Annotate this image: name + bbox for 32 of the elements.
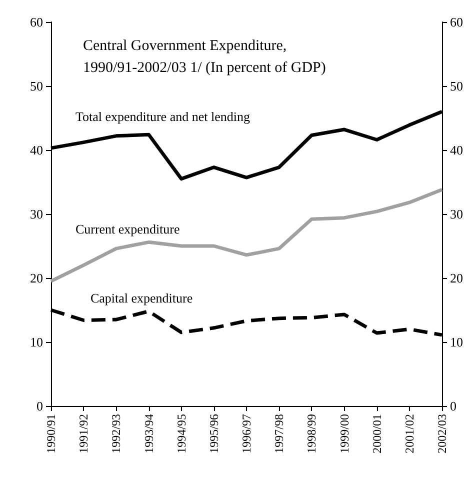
y-tick-label: 0	[36, 398, 43, 414]
x-tick-label: 1994/95	[174, 414, 188, 454]
series-label: Capital expenditure	[90, 290, 193, 306]
x-tick-label: 2002/03	[435, 414, 449, 454]
x-tick-label: 2001/02	[402, 414, 416, 454]
y-tick-label: 20	[30, 270, 43, 286]
y-tick-label: 60	[30, 14, 43, 30]
y2-tick-label: 60	[450, 14, 463, 30]
x-tick-label: 1992/93	[109, 414, 124, 454]
line-series	[49, 188, 444, 283]
x-tick-label: 1996/97	[240, 414, 254, 454]
x-tick-label: 1990/91	[44, 414, 58, 454]
x-tick-label: 1999/00	[337, 414, 352, 454]
y2-tick-label: 10	[450, 334, 463, 350]
series-label: Total expenditure and net lending	[75, 108, 250, 124]
x-tick-label: 1993/94	[142, 414, 156, 454]
x-tick-label: 1995/96	[206, 414, 221, 454]
y-tick-label: 50	[30, 78, 43, 94]
x-tick-label: 2000/01	[370, 414, 384, 454]
x-tick-label: 1997/98	[272, 414, 286, 454]
y-tick-label: 30	[30, 206, 43, 222]
y-tick-label: 40	[30, 142, 43, 158]
series-label: Current expenditure	[75, 222, 180, 237]
x-tick-label: 1998/99	[304, 414, 319, 454]
y2-tick-label: 40	[450, 142, 463, 158]
y2-tick-label: 30	[450, 206, 463, 222]
y2-tick-label: 50	[450, 78, 463, 94]
y-tick-label: 10	[30, 334, 43, 350]
x-tick-label: 1991/92	[76, 414, 91, 454]
y2-tick-label: 0	[450, 398, 456, 414]
y2-tick-label: 20	[450, 270, 463, 286]
text: Central Government Expenditure, 1990/91-2002/03 1/ (In percent of GDP)	[83, 38, 326, 76]
